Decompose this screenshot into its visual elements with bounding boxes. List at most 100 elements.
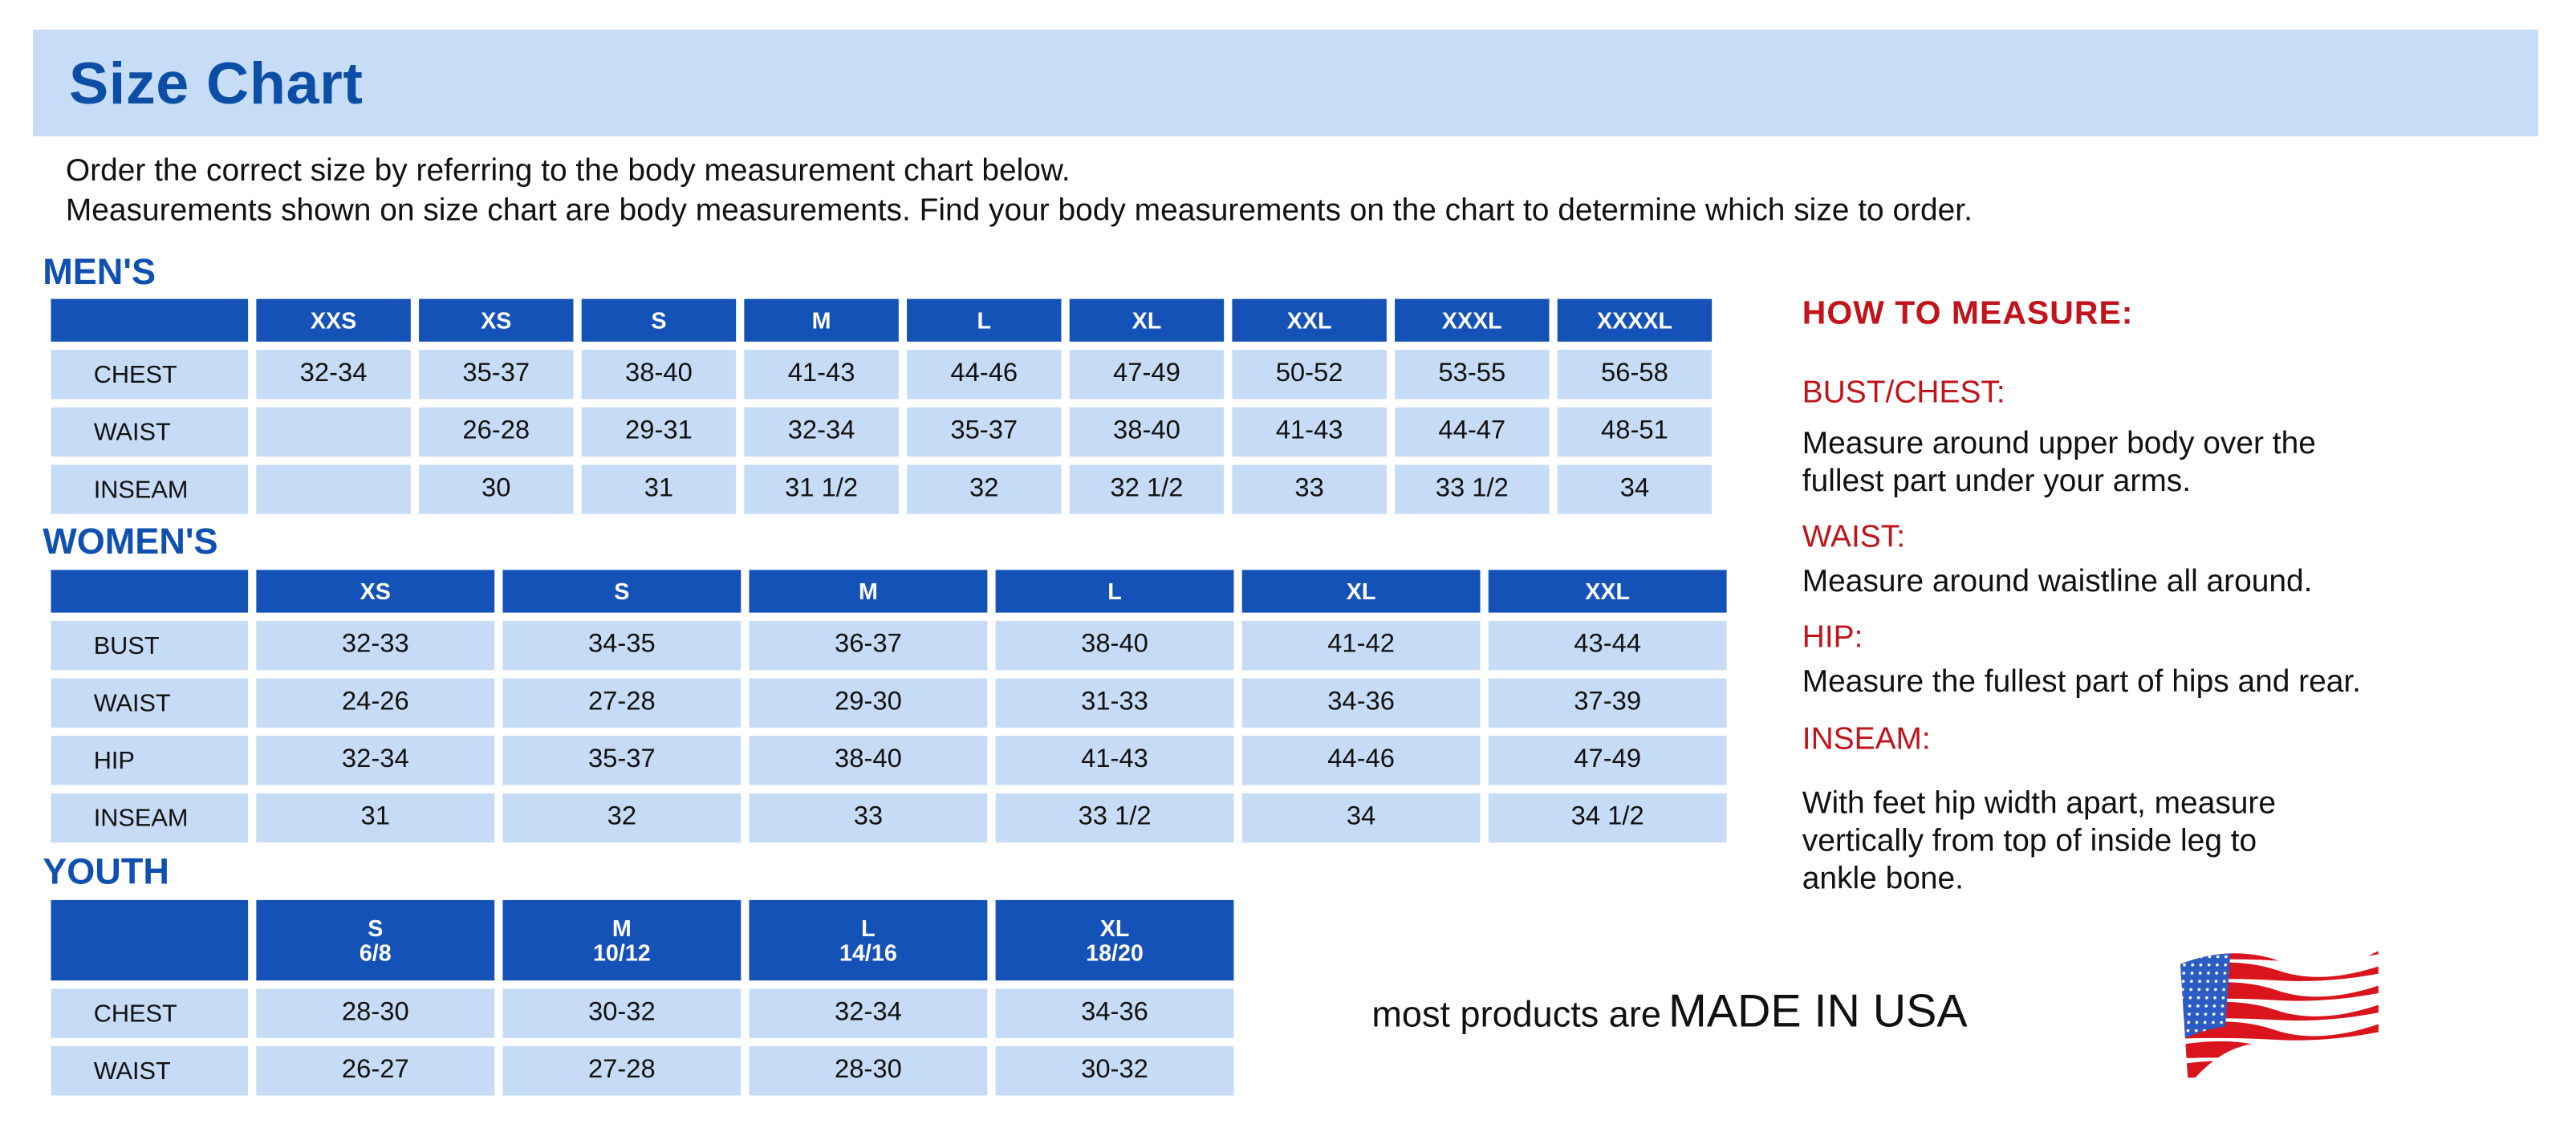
size-header-xxl: XXL <box>1232 298 1387 342</box>
measurement-cell <box>256 465 411 514</box>
measurement-cell: 44-46 <box>907 350 1062 400</box>
measurement-cell: 26-27 <box>256 1046 495 1096</box>
mens-heading: MEN'S <box>43 251 156 293</box>
measurement-cell: 38-40 <box>581 350 737 400</box>
size-header-line: 14/16 <box>839 938 897 965</box>
size-header-line: XL <box>1099 914 1130 941</box>
desc-line: ankle bone. <box>1802 862 1964 897</box>
measurement-cell: 31 <box>256 793 495 843</box>
desc-bust-chest: Measure around upper body over the fulle… <box>1802 425 2316 501</box>
measurement-cell: 33 1/2 <box>995 793 1234 843</box>
made-in-prefix: most products are <box>1371 993 1661 1035</box>
table-row-waist: WAIST 24-26 27-28 29-30 31-33 34-36 37-39 <box>51 678 1727 728</box>
measurement-cell: 47-49 <box>1069 350 1225 400</box>
measurement-cell: 33 1/2 <box>1395 465 1550 514</box>
intro-line-1: Order the correct size by referring to t… <box>65 154 1071 189</box>
size-header-xl: XL <box>1069 298 1225 342</box>
measurement-cell: 50-52 <box>1232 350 1387 400</box>
measurement-cell: 31 1/2 <box>744 465 899 514</box>
size-header-m: M 10/12 <box>502 899 742 981</box>
table-row-waist: WAIST 26-28 29-31 32-34 35-37 38-40 41-43 44-47… <box>51 407 1713 457</box>
header-corner-cell <box>51 570 249 613</box>
measurement-cell: 38-40 <box>1069 407 1225 457</box>
measurement-cell: 41-43 <box>995 736 1234 785</box>
table-row-chest: CHEST 28-30 30-32 32-34 34-36 <box>51 988 1234 1038</box>
desc-waist: Measure around waistline all around. <box>1802 563 2313 601</box>
header-corner-cell <box>51 298 249 342</box>
how-to-measure-heading: HOW TO MEASURE: <box>1802 295 2134 332</box>
title-banner <box>32 29 2538 136</box>
measurement-cell: 34-36 <box>995 988 1234 1038</box>
desc-line: fullest part under your arms. <box>1802 465 2192 500</box>
measurement-cell: 35-37 <box>907 407 1062 457</box>
size-header-l: L <box>995 570 1234 613</box>
size-header-xxxl: XXXL <box>1395 298 1550 342</box>
size-header-m: M <box>744 298 899 342</box>
size-header-l: L <box>907 298 1062 342</box>
size-header-xxs: XXS <box>256 298 411 342</box>
measurement-cell: 31-33 <box>995 678 1234 728</box>
measurement-cell: 32-33 <box>256 620 495 671</box>
measurement-cell: 27-28 <box>502 678 742 728</box>
size-header-line: 6/8 <box>359 938 392 965</box>
measurement-cell: 41-43 <box>1232 407 1387 457</box>
size-header-m: M <box>749 570 988 613</box>
measurement-cell: 36-37 <box>749 620 988 671</box>
measurement-cell: 33 <box>749 793 988 843</box>
size-header-s: S <box>502 570 742 613</box>
measurement-cell: 43-44 <box>1488 620 1727 671</box>
size-header-xxxxl: XXXXL <box>1557 298 1713 342</box>
measurement-cell: 53-55 <box>1395 350 1550 400</box>
header-corner-cell <box>51 899 249 981</box>
measurement-cell: 37-39 <box>1488 678 1727 728</box>
youth-size-table: S 6/8 M 10/12 L 14/16 XL 18/20 CHEST 28-30 30-32 32… <box>43 892 1241 1104</box>
row-label: WAIST <box>51 1046 249 1096</box>
row-label: CHEST <box>51 350 249 400</box>
measurement-cell: 38-40 <box>749 736 988 785</box>
intro-line-2: Measurements shown on size chart are bod… <box>65 193 1973 229</box>
measurement-cell: 31 <box>581 465 737 514</box>
measurement-cell: 41-43 <box>744 350 899 400</box>
desc-hip: Measure the fullest part of hips and rea… <box>1802 663 2361 701</box>
made-in-emphasis: MADE IN USA <box>1668 985 1968 1037</box>
measurement-cell <box>256 407 411 457</box>
size-header-line: M <box>611 914 632 941</box>
table-row-waist: WAIST 26-27 27-28 28-30 30-32 <box>51 1046 1234 1096</box>
measurement-cell: 24-26 <box>256 678 495 728</box>
measurement-cell: 48-51 <box>1557 407 1713 457</box>
measurement-cell: 32-34 <box>256 736 495 785</box>
womens-heading: WOMEN'S <box>43 520 218 562</box>
youth-heading: YOUTH <box>43 850 169 892</box>
term-bust-chest: BUST/CHEST: <box>1802 375 2005 411</box>
measurement-cell: 35-37 <box>502 736 742 785</box>
measurement-cell: 33 <box>1232 465 1387 514</box>
term-inseam: INSEAM: <box>1802 722 1931 757</box>
header-row: XXS XS S M L XL XXL XXXL XXXXL <box>51 298 1713 342</box>
table-row-chest: CHEST 32-34 35-37 38-40 41-43 44-46 47-49 50-52… <box>51 350 1713 400</box>
row-label: CHEST <box>51 988 249 1038</box>
term-waist: WAIST: <box>1802 520 1906 555</box>
measurement-cell: 30 <box>419 465 574 514</box>
mens-size-table: XXS XS S M L XL XXL XXXL XXXXL CHEST 32-34 35-37 38-… <box>43 290 1720 522</box>
row-label: HIP <box>51 736 249 785</box>
table-row-hip: HIP 32-34 35-37 38-40 41-43 44-46 47-49 <box>51 736 1727 785</box>
size-header-s: S <box>581 298 737 342</box>
row-label: WAIST <box>51 407 249 457</box>
measurement-cell: 32 1/2 <box>1069 465 1225 514</box>
size-header-s: S 6/8 <box>256 899 495 981</box>
measurement-cell: 32-34 <box>256 350 411 400</box>
us-flag-icon <box>2172 951 2385 1086</box>
desc-line: vertically from top of inside leg to <box>1802 824 2257 859</box>
measurement-cell: 28-30 <box>256 988 495 1038</box>
measurement-cell: 44-46 <box>1241 736 1481 785</box>
measurement-cell: 32-34 <box>744 407 899 457</box>
table-row-inseam: INSEAM 30 31 31 1/2 32 32 1/2 33 33 1/2 34 <box>51 465 1713 514</box>
table-row-inseam: INSEAM 31 32 33 33 1/2 34 34 1/2 <box>51 793 1727 843</box>
measurement-cell: 32-34 <box>749 988 988 1038</box>
measurement-cell: 34-36 <box>1241 678 1481 728</box>
measurement-cell: 38-40 <box>995 620 1234 671</box>
size-header-xl: XL 18/20 <box>995 899 1234 981</box>
size-header-xs: XS <box>256 570 495 613</box>
size-header-line: S <box>368 914 384 941</box>
